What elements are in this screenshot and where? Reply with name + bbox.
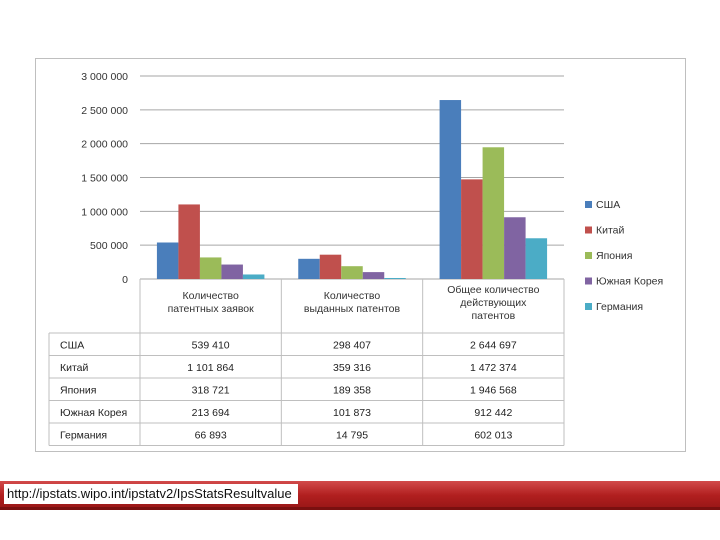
bar [482,147,505,279]
legend-label: Южная Корея [596,276,663,288]
category-label: действующих [460,297,527,309]
table-cell: 1 472 374 [470,362,517,374]
bar [525,238,548,279]
legend-swatch [585,252,592,259]
table-row-label: Китай [60,362,89,374]
y-tick-label: 0 [122,274,128,286]
bar [178,204,200,279]
table-cell: 359 316 [333,362,371,374]
bar [242,274,265,279]
legend-label: США [596,199,620,211]
category-label: патентов [471,310,515,322]
y-tick-label: 500 000 [90,240,128,252]
table-cell: 318 721 [192,384,230,396]
table-cell: 14 795 [336,429,368,441]
table-row-label: Япония [60,384,96,396]
table-cell: 539 410 [192,339,230,351]
bar-chart: 0 500 000 1 000 000 1 500 000 2 000 000 2 500… [48,71,663,446]
category-label: выданных патентов [304,303,401,315]
bar [341,266,363,279]
table-row-label: Германия [60,429,107,441]
y-tick-label: 1 000 000 [81,206,128,218]
table-cell: 2 644 697 [470,339,517,351]
footer-stripe [0,507,720,510]
table-row-label: США [60,339,84,351]
bar [461,179,483,279]
bar [504,217,526,279]
bar [384,277,406,279]
table-cell: 66 893 [195,429,227,441]
table-cell: 213 694 [192,407,230,419]
bar [298,258,320,279]
y-tick-label: 3 000 000 [81,71,128,83]
legend-label: Германия [596,301,643,313]
category-label: патентных заявок [168,303,255,315]
category-label: Общее количество [447,284,539,296]
y-tick-label: 1 500 000 [81,173,128,185]
bar [156,242,179,279]
legend-label: Китай [596,225,625,237]
legend-swatch [585,201,592,208]
bar [319,254,342,279]
y-tick-label: 2 500 000 [81,105,128,117]
legend-swatch [585,226,592,234]
chart-frame: 0 500 000 1 000 000 1 500 000 2 000 000 2 500… [35,58,686,452]
bar [439,100,462,279]
bar [199,257,222,279]
bar [221,264,243,279]
category-label: Количество [324,290,381,302]
table-cell: 602 013 [474,429,512,441]
y-tick-label: 2 000 000 [81,139,128,151]
source-link[interactable]: http://ipstats.wipo.int/ipstatv2/IpsStat… [4,484,298,504]
table-cell: 189 358 [333,384,371,396]
legend-swatch [585,303,592,310]
table-cell: 912 442 [474,407,512,419]
table-cell: 1 946 568 [470,384,517,396]
table-cell: 101 873 [333,407,371,419]
category-label: Количество [182,290,239,302]
table-cell: 1 101 864 [187,362,234,374]
table-cell: 298 407 [333,339,371,351]
legend-swatch [585,277,592,285]
legend-label: Япония [596,250,632,262]
table-row-label: Южная Корея [60,407,127,419]
bar [362,272,385,279]
